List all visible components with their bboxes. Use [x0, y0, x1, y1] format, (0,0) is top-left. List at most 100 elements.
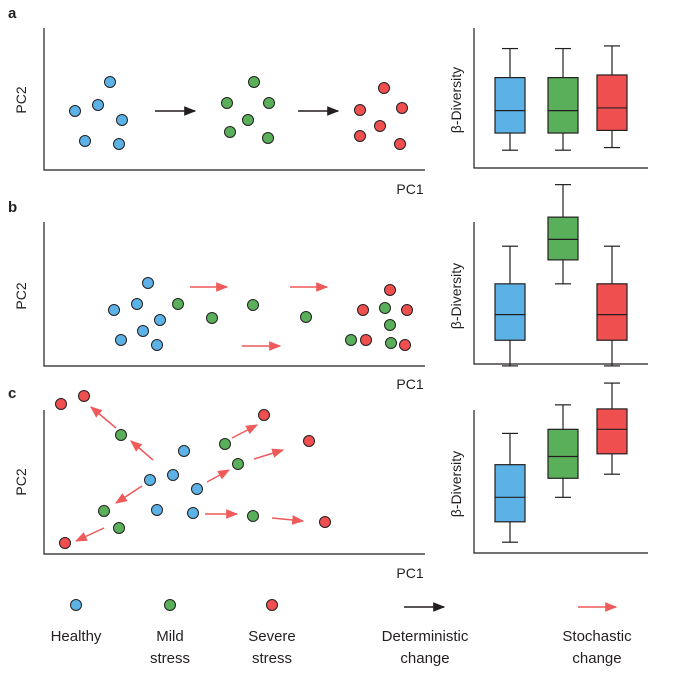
severe-stress-marker-icon — [266, 599, 278, 611]
stochastic-arrow — [90, 406, 117, 429]
boxplots — [494, 45, 628, 151]
y-axis-label: PC2 — [13, 282, 29, 309]
box-y-axis-label: β-Diversity — [448, 451, 464, 517]
box-iqr — [547, 216, 579, 261]
healthy-point — [142, 277, 154, 289]
stochastic-arrow — [231, 424, 259, 439]
severe-stress-point — [357, 304, 369, 316]
stochastic-arrow — [271, 515, 305, 525]
healthy-point — [104, 76, 116, 88]
box-y-axis-label: β-Diversity — [448, 263, 464, 329]
legend-label: Severe — [248, 628, 296, 645]
healthy-point — [137, 325, 149, 337]
mild-stress-point — [113, 522, 125, 534]
boxplot-mild — [547, 184, 579, 285]
mild-stress-point — [385, 337, 397, 349]
mild-stress-point — [219, 438, 231, 450]
mild-stress-point — [247, 510, 259, 522]
mild-stress-point — [345, 334, 357, 346]
healthy-point — [151, 339, 163, 351]
panel-label: c — [8, 385, 16, 402]
healthy-point — [92, 99, 104, 111]
boxplot-axes — [473, 222, 648, 365]
healthy-marker-icon — [70, 599, 82, 611]
stochastic-arrow — [130, 440, 154, 461]
severe-stress-point — [354, 104, 366, 116]
mild-stress-point — [242, 114, 254, 126]
box-iqr — [494, 464, 526, 523]
mild-stress-point — [248, 76, 260, 88]
legend-label: Mild — [156, 628, 184, 645]
panel-label: a — [8, 5, 17, 22]
boxplot-mild — [547, 47, 579, 151]
legend-deterministic: Deterministic change — [382, 602, 469, 667]
stochastic-arrow — [74, 527, 105, 542]
panel-b: b PC2 PC1 β-Diversity — [8, 184, 648, 392]
boxplots — [494, 184, 628, 367]
severe-stress-point — [401, 304, 413, 316]
mild-stress-point — [300, 311, 312, 323]
legend-label: Stochastic — [562, 628, 632, 645]
scatter-axes — [43, 410, 425, 555]
mild-stress-point — [115, 429, 127, 441]
mild-stress-point — [263, 97, 275, 109]
severe-stress-point — [59, 537, 71, 549]
severe-stress-point — [55, 398, 67, 410]
mild-stress-marker-icon — [164, 599, 176, 611]
healthy-point — [116, 114, 128, 126]
box-iqr — [596, 283, 628, 341]
mild-stress-point — [379, 302, 391, 314]
boxplot-healthy — [494, 432, 526, 543]
box-iqr — [596, 408, 628, 455]
severe-stress-point — [258, 409, 270, 421]
severe-stress-point — [374, 120, 386, 132]
scatter-axes — [43, 28, 425, 171]
healthy-point — [154, 314, 166, 326]
legend-healthy: Healthy — [51, 599, 102, 645]
legend-label-line2: change — [572, 650, 621, 667]
y-axis-label: PC2 — [13, 468, 29, 495]
box-y-axis-label: β-Diversity — [448, 67, 464, 133]
stochastic-arrow — [206, 469, 231, 483]
scatter-points — [108, 277, 413, 351]
healthy-point — [144, 474, 156, 486]
boxplots — [494, 382, 628, 543]
scatter-axes — [43, 222, 425, 367]
scatter-points — [69, 76, 408, 150]
panel-a: a PC2 PC1 β-Diversity — [8, 5, 648, 197]
healthy-point — [191, 483, 203, 495]
legend-label-line2: stress — [150, 650, 190, 667]
box-iqr — [494, 283, 526, 341]
stochastic-arrow — [114, 485, 143, 504]
severe-stress-point — [384, 284, 396, 296]
severe-stress-point — [78, 390, 90, 402]
severe-stress-point — [360, 334, 372, 346]
x-axis-label: PC1 — [396, 565, 423, 581]
boxplot-severe — [596, 245, 628, 367]
legend-stochastic: Stochastic change — [562, 602, 632, 667]
healthy-point — [115, 334, 127, 346]
legend-label-line2: stress — [252, 650, 292, 667]
legend-label: Deterministic — [382, 628, 469, 645]
healthy-point — [151, 504, 163, 516]
legend-label: Healthy — [51, 628, 102, 645]
legend-severe: Severe stress — [248, 599, 296, 667]
boxplot-severe — [596, 45, 628, 149]
healthy-point — [113, 138, 125, 150]
stochastic-arrow — [253, 448, 285, 460]
severe-stress-point — [378, 82, 390, 94]
healthy-point — [178, 445, 190, 457]
mild-stress-point — [224, 126, 236, 138]
legend: Healthy Mild stress Severe stress Determ… — [51, 599, 632, 667]
mild-stress-point — [247, 299, 259, 311]
healthy-point — [108, 304, 120, 316]
healthy-point — [187, 507, 199, 519]
mild-stress-point — [262, 132, 274, 144]
boxplot-mild — [547, 404, 579, 498]
healthy-point — [131, 298, 143, 310]
severe-stress-point — [354, 130, 366, 142]
mild-stress-point — [172, 298, 184, 310]
box-iqr — [596, 74, 628, 131]
panel-label: b — [8, 199, 17, 216]
